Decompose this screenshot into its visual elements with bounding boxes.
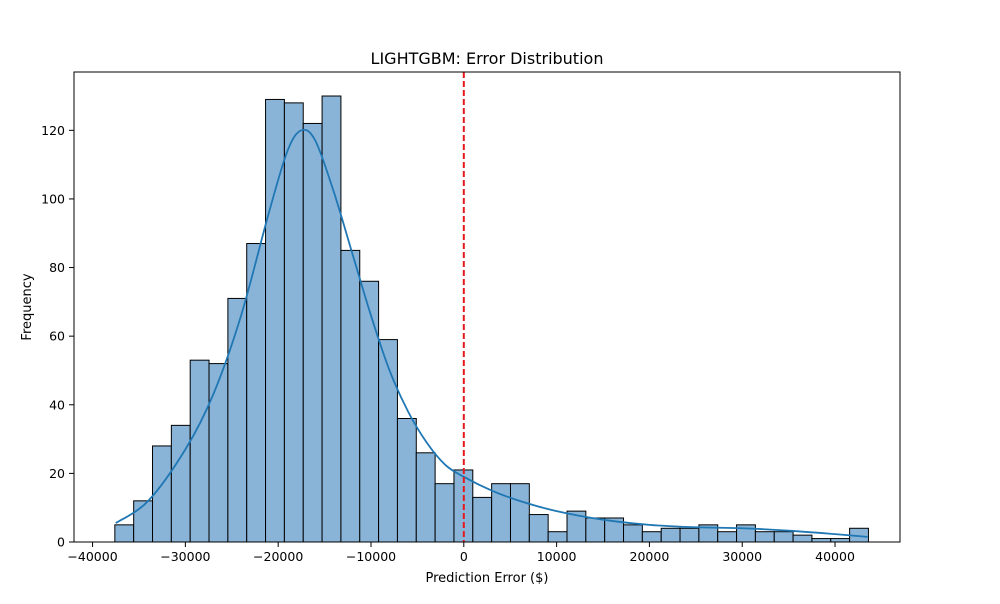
histogram-bar bbox=[396, 417, 417, 543]
histogram-bar bbox=[227, 297, 248, 543]
histogram-bar bbox=[754, 531, 775, 543]
histogram-bar bbox=[415, 452, 436, 543]
histogram-bar bbox=[509, 483, 530, 543]
histogram-bar bbox=[302, 122, 323, 543]
y-tick-label: 0 bbox=[57, 535, 65, 550]
y-tick-label: 80 bbox=[49, 260, 65, 275]
histogram-bar bbox=[547, 531, 568, 543]
plot-frame bbox=[73, 71, 901, 543]
y-tick-label: 20 bbox=[49, 466, 65, 481]
histogram-bar bbox=[830, 538, 851, 543]
histogram-bar bbox=[434, 483, 455, 543]
x-tick-label: −10000 bbox=[346, 549, 396, 564]
x-tick-label: 0 bbox=[460, 549, 468, 564]
histogram-bar bbox=[114, 524, 135, 543]
histogram-bar bbox=[641, 531, 662, 543]
y-tick-label: 100 bbox=[41, 191, 65, 206]
y-tick-label: 40 bbox=[49, 397, 65, 412]
histogram-bar bbox=[660, 527, 681, 543]
y-axis: 0 20 40 60 80 100 120 bbox=[41, 123, 74, 550]
histogram-bar bbox=[340, 249, 361, 543]
histogram-bar bbox=[359, 280, 380, 543]
histogram-bar bbox=[811, 538, 832, 543]
kde-curve bbox=[115, 128, 868, 538]
histogram-bar bbox=[208, 363, 229, 543]
histogram-bar bbox=[528, 514, 549, 543]
y-axis-title: Frequency bbox=[20, 273, 35, 340]
chart-title: LIGHTGBM: Error Distribution bbox=[371, 49, 604, 68]
x-axis: −40000 −30000 −20000 −10000 0 10000 20000 30000… bbox=[67, 542, 855, 564]
x-tick-label: 20000 bbox=[630, 549, 670, 564]
histogram-bar bbox=[773, 531, 794, 543]
x-tick-label: 30000 bbox=[722, 549, 762, 564]
histogram-bar bbox=[623, 524, 643, 543]
histogram-bar bbox=[472, 496, 493, 543]
x-tick-label: 40000 bbox=[815, 549, 855, 564]
histogram-bar bbox=[717, 531, 738, 543]
histogram-bar bbox=[283, 102, 304, 543]
x-tick-label: −20000 bbox=[253, 549, 303, 564]
y-tick-label: 120 bbox=[41, 123, 65, 138]
histogram-bar bbox=[189, 359, 210, 543]
histogram-bar bbox=[585, 517, 606, 543]
bars-layer bbox=[114, 95, 869, 543]
x-tick-label: −30000 bbox=[160, 549, 210, 564]
histogram-bar bbox=[378, 339, 398, 543]
kde-layer bbox=[115, 128, 868, 538]
y-tick-label: 60 bbox=[49, 329, 65, 344]
histogram-bar bbox=[133, 500, 154, 543]
x-axis-title: Prediction Error ($) bbox=[426, 571, 549, 586]
histogram-bar bbox=[679, 527, 700, 543]
x-tick-label: −40000 bbox=[67, 549, 117, 564]
x-tick-label: 10000 bbox=[537, 549, 577, 564]
histogram-bar bbox=[792, 534, 813, 543]
histogram-bar bbox=[170, 424, 191, 543]
